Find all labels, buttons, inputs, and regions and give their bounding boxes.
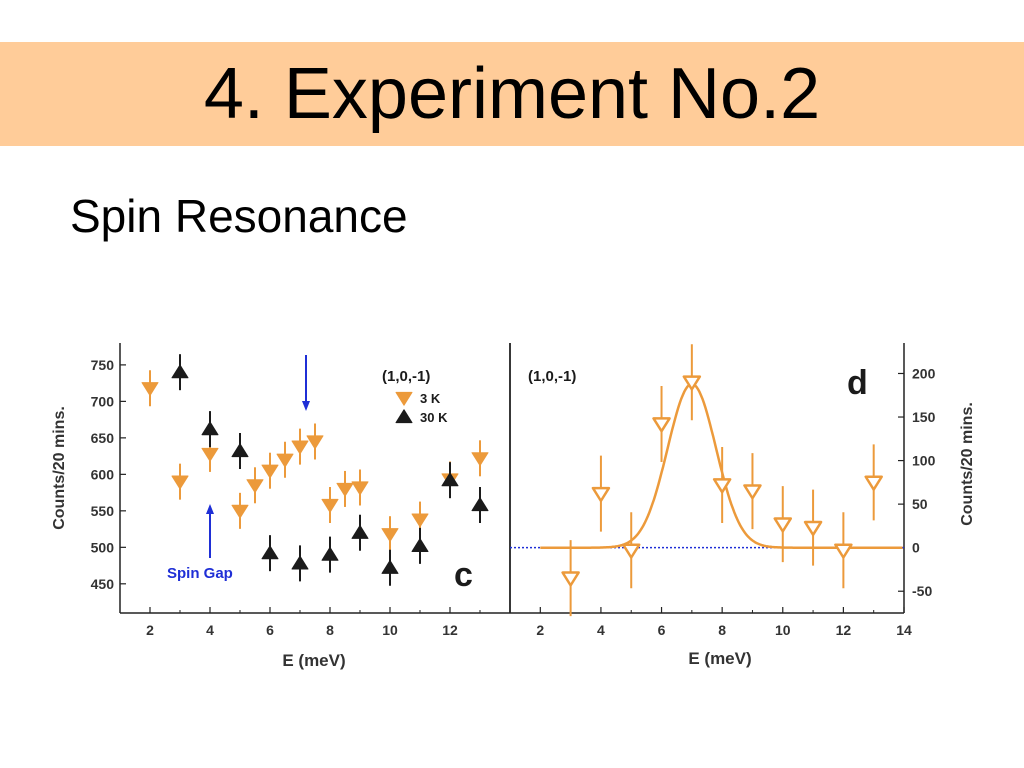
panel-c-label: c: [454, 556, 473, 594]
panel-c-x-tick-label: 8: [326, 622, 334, 638]
panel-c-point-30k: [231, 443, 249, 458]
panel-c-y-tick-label: 650: [91, 430, 115, 446]
panel-c-x-tick-label: 4: [206, 622, 214, 638]
panel-c-x-tick-label: 10: [382, 622, 398, 638]
panel-d-point: [803, 520, 823, 537]
panel-c-point-30k: [471, 497, 489, 512]
panel-c-legend-marker-30k: [395, 409, 413, 424]
panel-c-point-3k: [306, 435, 324, 450]
panel-c-point-30k: [261, 545, 279, 560]
spin-gap-arrow-head: [206, 504, 214, 514]
panel-d-y-tick-label: 50: [912, 496, 928, 512]
panel-c-point-3k: [276, 453, 294, 468]
panel-c-x-tick-label: 2: [146, 622, 154, 638]
panel-d-point: [682, 375, 702, 391]
panel-c-xlabel: E (meV): [282, 651, 345, 670]
panel-c-point-3k: [231, 504, 249, 519]
panel-c-point-30k: [381, 560, 399, 574]
panel-d-point: [712, 478, 732, 494]
panel-c-point-30k: [411, 538, 429, 552]
panel-d-point: [561, 571, 580, 587]
panel-d-label: d: [847, 364, 868, 402]
panel-c-chart: (1,0,-1) 3 K 30 K Spin Gap c E (meV) Cou…: [51, 343, 511, 670]
panel-c-legend-title: (1,0,-1): [382, 368, 430, 385]
spin-gap-label: Spin Gap: [167, 565, 233, 582]
panel-d-x-tick-label: 2: [536, 622, 544, 638]
panel-c-point-3k: [381, 528, 399, 542]
panel-c-point-3k: [201, 447, 219, 462]
panel-d-y-tick-label: -50: [912, 583, 932, 599]
panel-c-ylabel: Counts/20 mins.: [51, 406, 68, 530]
panel-d-legend-title: (1,0,-1): [528, 368, 576, 385]
panel-d-x-tick-label: 8: [718, 622, 726, 638]
panel-c-point-30k: [351, 525, 369, 539]
panel-c-point-3k: [471, 452, 489, 466]
panel-d-chart: (1,0,-1) d E (meV) Counts/20 mins. 2 4 6 8 1…: [509, 343, 976, 668]
panel-c-point-3k: [351, 481, 369, 496]
panel-d-x-tick-label: 10: [775, 622, 791, 638]
title-bar: [0, 42, 1024, 146]
panel-d-y-tick-label: 0: [912, 540, 920, 556]
panel-d-y-tick-label: 200: [912, 365, 936, 381]
panel-c-point-30k: [441, 472, 459, 487]
panel-d-point: [834, 543, 853, 559]
panel-d-x-tick-label: 12: [836, 622, 852, 638]
panel-d-point: [591, 486, 611, 503]
panel-c-point-30k: [171, 364, 189, 379]
panel-c-point-30k: [291, 555, 309, 570]
panel-c-legend-label-3k: 3 K: [420, 391, 441, 406]
panel-c-x-tick-label: 6: [266, 622, 274, 638]
panel-d-point: [773, 517, 793, 533]
panel-d-x-tick-label: 14: [896, 622, 912, 638]
panel-c-point-3k: [291, 440, 309, 455]
panel-d-ylabel: Counts/20 mins.: [959, 402, 976, 526]
panel-c-point-3k: [411, 513, 429, 528]
panel-d-x-tick-label: 6: [658, 622, 666, 638]
panel-c-point-3k: [321, 498, 339, 513]
panel-c-y-tick-label: 600: [91, 466, 115, 482]
panel-c-point-30k: [201, 421, 219, 436]
panel-c-y-tick-label: 700: [91, 393, 115, 409]
slide-title: 4. Experiment No.2: [203, 54, 821, 134]
slide-subtitle: Spin Resonance: [70, 190, 408, 242]
panel-c-point-3k: [246, 479, 264, 493]
panel-d-y-tick-label: 100: [912, 453, 936, 469]
panel-d-point: [864, 475, 883, 491]
panel-c-point-3k: [261, 464, 279, 479]
panel-c-y-tick-label: 750: [91, 357, 115, 373]
panel-c-legend-label-30k: 30 K: [420, 410, 448, 425]
panel-c-y-tick-label: 450: [91, 576, 115, 592]
resonance-arrow-head: [302, 401, 310, 411]
panel-c-legend-marker-3k: [395, 391, 413, 406]
panel-d-y-tick-label: 150: [912, 409, 936, 425]
panel-d-point: [743, 484, 762, 500]
panel-d-point: [621, 543, 641, 559]
panel-d-point: [652, 417, 671, 433]
panel-c-x-tick-label: 12: [442, 622, 458, 638]
panel-c-point-30k: [321, 546, 339, 561]
panel-c-point-3k: [141, 382, 159, 396]
panel-c-y-tick-label: 550: [91, 503, 115, 519]
panel-d-x-tick-label: 4: [597, 622, 605, 638]
panel-c-y-tick-label: 500: [91, 539, 115, 555]
panel-d-xlabel: E (meV): [688, 649, 751, 668]
panel-c-point-3k: [336, 482, 354, 497]
panel-c-point-3k: [171, 475, 189, 490]
